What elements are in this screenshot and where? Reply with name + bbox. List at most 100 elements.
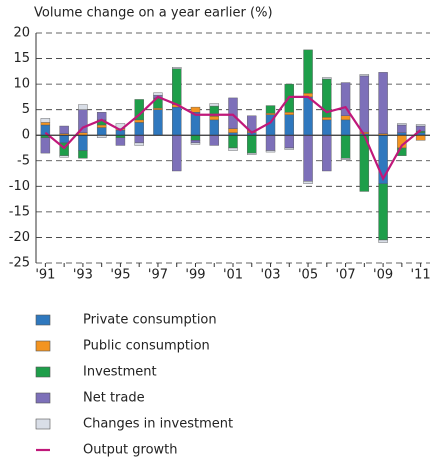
bar-segment xyxy=(340,158,351,160)
x-tick-label: '95 xyxy=(110,268,130,283)
y-tick-label: 15 xyxy=(13,51,30,66)
x-tick-label: '11 xyxy=(411,268,431,283)
legend-swatch xyxy=(35,366,51,378)
legend-label: Output growth xyxy=(83,443,178,458)
bar-segment xyxy=(209,103,219,107)
bar-segment xyxy=(397,123,407,126)
bar-segment xyxy=(340,119,351,136)
bar-segment xyxy=(378,239,388,243)
x-tick-label: '01 xyxy=(223,268,243,283)
bar-segment xyxy=(322,119,332,136)
bar-segment xyxy=(78,109,88,133)
axis-title: Volume change on a year earlier (%) xyxy=(34,6,273,21)
legend-swatch xyxy=(35,418,51,430)
bar-segment xyxy=(303,96,313,136)
bar-segment xyxy=(153,107,163,110)
bar-segment xyxy=(359,74,370,77)
bar-segment xyxy=(59,155,69,158)
y-tick-label: 20 xyxy=(13,26,30,41)
x-tick-label: '99 xyxy=(185,268,205,283)
bar-segment xyxy=(172,135,182,172)
bar-segment xyxy=(209,119,219,136)
bar-segment xyxy=(359,75,370,133)
bar-segment xyxy=(96,124,107,128)
y-tick-label: -20 xyxy=(9,230,30,245)
x-tick-label: '93 xyxy=(73,268,93,283)
bar-segment xyxy=(78,104,88,110)
bar-segment xyxy=(134,122,144,136)
bar-segment xyxy=(228,97,238,129)
x-tick-label: '05 xyxy=(298,268,318,283)
bar-segment xyxy=(78,150,88,159)
bar-segment xyxy=(40,118,51,123)
bar-segment xyxy=(265,150,276,153)
bar-segment xyxy=(303,135,313,182)
bar-segment xyxy=(190,142,201,145)
y-tick-label: -5 xyxy=(17,153,30,168)
y-tick-label: -25 xyxy=(9,256,30,271)
bar-segment xyxy=(340,135,351,159)
bar-segment xyxy=(153,92,163,96)
x-tick-label: '97 xyxy=(148,268,168,283)
legend-swatch xyxy=(35,392,51,404)
bar-segment xyxy=(265,113,276,115)
x-tick-label: '91 xyxy=(35,268,55,283)
bar-segment xyxy=(228,135,238,149)
legend-swatch xyxy=(35,314,51,326)
bar-segment xyxy=(340,82,351,116)
legend-label: Investment xyxy=(83,365,157,380)
y-tick-label: -15 xyxy=(9,204,30,219)
legend-swatch xyxy=(35,340,51,352)
bar-segment xyxy=(265,135,276,151)
bar-segment xyxy=(397,124,407,133)
bar-segment xyxy=(78,135,88,151)
bar-segment xyxy=(322,117,332,121)
y-tick-label: -10 xyxy=(9,179,30,194)
bar-segment xyxy=(40,122,51,126)
bar-segment xyxy=(303,181,313,184)
y-tick-label: 10 xyxy=(13,77,30,92)
bar-segment xyxy=(378,72,388,134)
bar-segment xyxy=(340,115,351,121)
bar-segment xyxy=(59,135,69,144)
bar-segment xyxy=(322,77,332,80)
bar-segment xyxy=(96,127,107,136)
bar-segment xyxy=(134,142,144,146)
bar-segment xyxy=(247,135,257,154)
bar-segment xyxy=(172,67,182,69)
bar-segment xyxy=(209,135,219,146)
bar-segment xyxy=(228,147,238,151)
bar-segment xyxy=(190,140,201,144)
bar-segment xyxy=(378,183,388,241)
bar-segment xyxy=(134,119,144,123)
bar-segment xyxy=(415,135,426,141)
x-tick-label: '03 xyxy=(260,268,280,283)
bar-segment xyxy=(228,128,238,133)
bar-segment xyxy=(303,49,313,94)
bar-segment xyxy=(284,112,294,115)
bar-segment xyxy=(172,106,182,136)
bar-segment xyxy=(172,68,182,105)
legend-label: Private consumption xyxy=(83,313,217,328)
bar-segment xyxy=(190,135,201,141)
bar-segment xyxy=(115,137,126,146)
bar-segment xyxy=(265,105,276,114)
y-tick-label: 5 xyxy=(22,102,30,117)
bar-segment xyxy=(209,116,219,121)
bar-segment xyxy=(59,125,69,134)
bar-segment xyxy=(134,135,144,144)
bar-segment xyxy=(322,135,332,172)
bar-segment xyxy=(284,135,294,149)
bar-segment xyxy=(153,109,163,136)
legend-label: Net trade xyxy=(83,391,145,406)
bar-segment xyxy=(415,124,426,127)
bar-segment xyxy=(247,115,257,132)
legend-label: Public consumption xyxy=(83,339,210,354)
bar-segment xyxy=(284,114,294,136)
line-series xyxy=(44,95,422,182)
y-tick-label: 0 xyxy=(22,128,30,143)
bar-segment xyxy=(284,147,294,150)
bar-segment xyxy=(247,152,257,155)
legend-label: Changes in investment xyxy=(83,417,233,432)
